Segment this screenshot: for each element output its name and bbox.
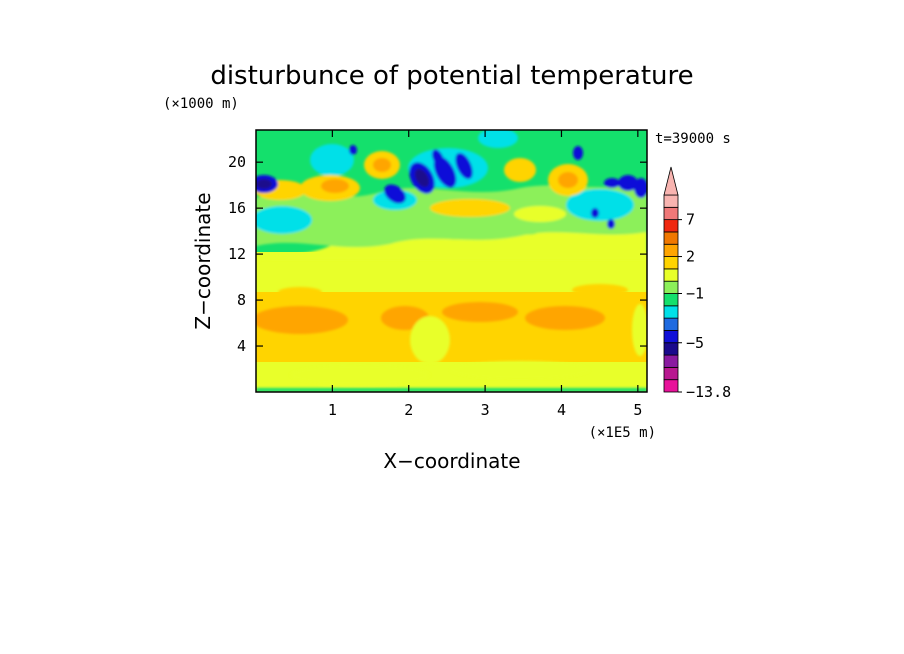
colorbar-segment	[663, 243, 679, 257]
orange-upper-mid-2	[572, 284, 628, 296]
orange-lower-3	[442, 302, 518, 322]
colorbar-label: 2	[686, 248, 695, 266]
navy-wave-2-core	[414, 168, 430, 188]
y-tick-label: 20	[228, 153, 246, 171]
orange-lower-1	[256, 306, 348, 334]
yellow-upper-edge	[256, 228, 647, 262]
warm-patch-7	[558, 172, 578, 188]
colorbar-label: −1	[686, 285, 704, 303]
y-tick-label: 4	[237, 337, 246, 355]
navy-wave-5	[432, 149, 444, 167]
yellow-lower-1	[290, 365, 430, 385]
warm-patch-5	[373, 158, 391, 172]
colorbar-segment	[663, 231, 679, 245]
colorbar	[663, 166, 679, 393]
colorbar-segment	[663, 342, 679, 356]
plot-area	[256, 130, 647, 392]
colorbar-segment	[663, 317, 679, 331]
navy-wave-10	[591, 208, 599, 218]
y-tick-label: 12	[228, 245, 246, 263]
y-axis-label: Z−coordinate	[191, 192, 215, 329]
orange-lower-5	[315, 330, 395, 350]
navy-wave-9	[573, 146, 583, 160]
x-tick-label: 2	[404, 401, 413, 419]
colorbar-segment	[663, 330, 679, 344]
time-label: t=39000 s	[655, 131, 731, 147]
navy-wave-6	[604, 178, 620, 188]
orange-upper-mid-1	[278, 287, 322, 297]
navy-wave-4	[455, 152, 473, 180]
yellow-mid-2	[632, 304, 647, 356]
colorbar-labels: 7 2 −1 −5 −13.8	[678, 211, 731, 401]
colorbar-segment	[663, 280, 679, 294]
colorbar-segment	[663, 293, 679, 307]
navy-wave-7	[618, 175, 638, 191]
colorbar-label: −13.8	[686, 383, 731, 401]
bottom-green-strip	[256, 388, 647, 392]
cyan-patch-2	[310, 144, 354, 176]
navy-wave-11	[607, 219, 615, 229]
colorbar-label: 7	[686, 211, 695, 229]
cyan-patch-6	[478, 130, 518, 148]
yellow-mid-1	[410, 316, 450, 364]
x-tick-label: 1	[328, 401, 337, 419]
colorbar-segment	[663, 366, 679, 381]
colorbar-segment	[663, 268, 679, 282]
navy-wave-1	[384, 184, 406, 204]
y-tick-label: 16	[228, 199, 246, 217]
warm-patch-10	[514, 206, 566, 222]
navy-wave-8	[634, 178, 647, 198]
plot-frame	[255, 129, 648, 393]
colorbar-segment	[663, 354, 679, 368]
colorbar-segment	[663, 256, 679, 270]
y-tick-label: 8	[237, 291, 246, 309]
cyan-patch-1	[256, 206, 312, 234]
colorbar-segment	[663, 206, 679, 221]
x-axis-label: X−coordinate	[383, 449, 520, 473]
x-tick-label: 5	[633, 401, 642, 419]
orange-lower-6	[470, 338, 590, 358]
yellow-lower-2	[450, 361, 590, 379]
colorbar-label: −5	[686, 334, 704, 352]
colorbar-segment	[663, 219, 679, 233]
x-tick-label: 4	[557, 401, 566, 419]
y-unit-label: (×1000 m)	[163, 96, 239, 112]
navy-blob-left-core	[256, 179, 272, 189]
x-unit-label: (×1E5 m)	[589, 425, 656, 441]
colorbar-segment	[663, 379, 679, 393]
orange-lower-4	[525, 306, 605, 330]
warm-patch-8	[504, 158, 536, 182]
colorbar-segment	[663, 305, 679, 319]
x-axis-ticks: 1 2 3 4 5	[328, 130, 642, 419]
x-tick-label: 3	[481, 401, 490, 419]
navy-dot-1	[349, 145, 357, 155]
chart-title: disturbunce of potential temperature	[210, 61, 693, 91]
y-axis-ticks: 4 8 12 16 20	[228, 153, 647, 355]
colorbar-segment	[663, 194, 679, 208]
colorbar-extend-arrow	[663, 166, 679, 196]
warm-patch-3	[321, 179, 349, 193]
warm-patch-9	[430, 199, 510, 217]
cyan-patch-5	[566, 189, 634, 221]
